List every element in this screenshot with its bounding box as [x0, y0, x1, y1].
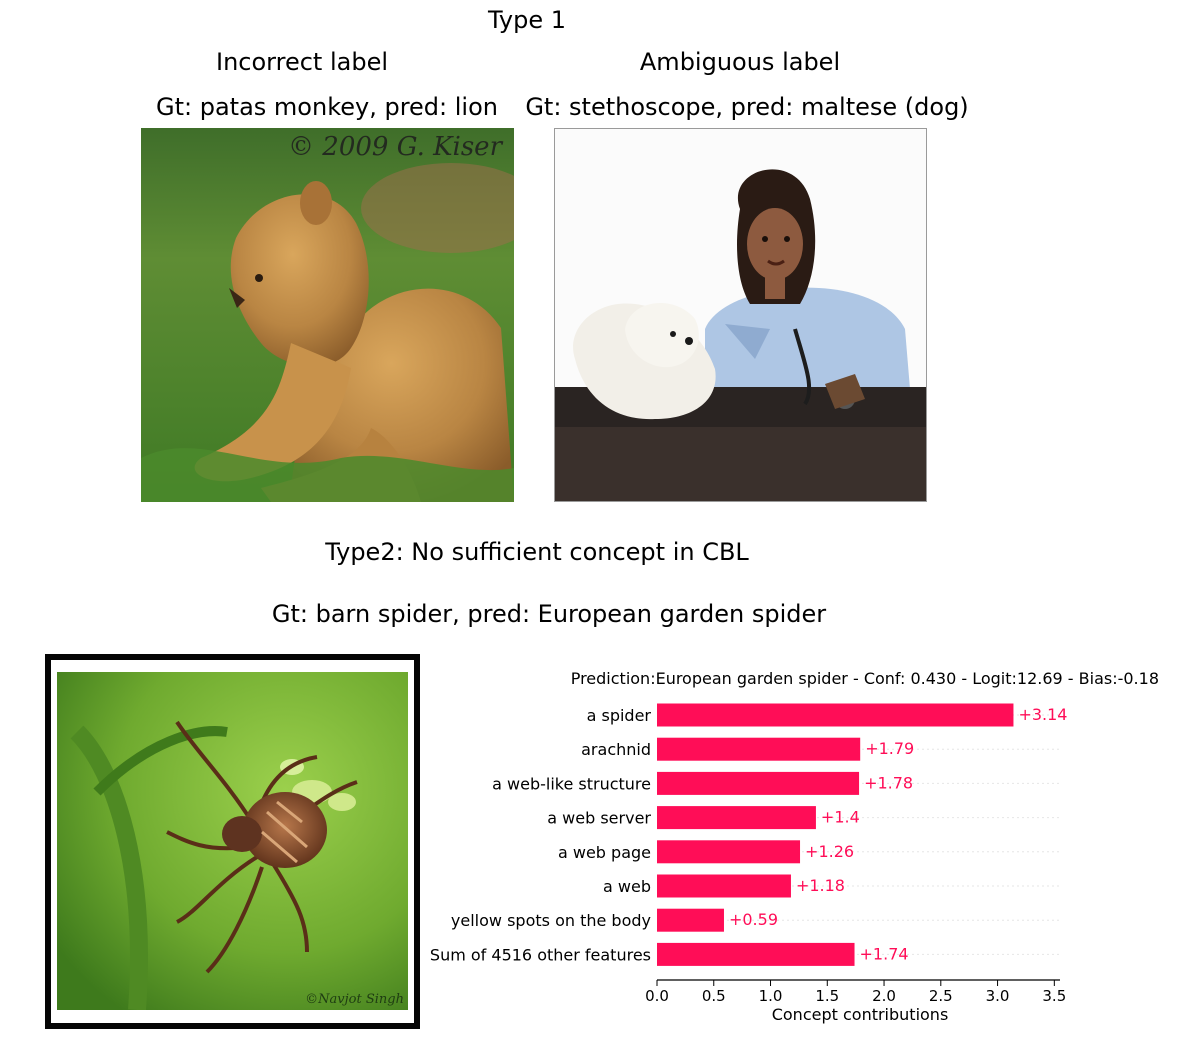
bar-sum-of-4516-other-features: [657, 942, 855, 966]
incorrect-label-caption: Gt: patas monkey, pred: lion: [156, 93, 498, 121]
x-tick-label: 1.0: [759, 987, 783, 1005]
x-tick-label: 1.5: [815, 987, 839, 1005]
value-label: +1.74: [860, 944, 909, 963]
chart-title: Prediction:European garden spider - Conf…: [571, 669, 1159, 688]
bar-arachnid: [657, 737, 861, 761]
bar-a-web: [657, 874, 791, 898]
veterinarian-photo: [554, 128, 927, 502]
type2-heading: Type2: No sufficient concept in CBL: [325, 538, 749, 566]
category-label: a web-like structure: [492, 774, 651, 793]
category-label: Sum of 4516 other features: [430, 945, 651, 964]
bar-a-web-server: [657, 806, 816, 830]
category-label: a web page: [558, 843, 651, 862]
concept-contribution-chart: Prediction:European garden spider - Conf…: [430, 669, 1159, 1024]
bar-yellow-spots-on-the-body: [657, 908, 724, 932]
spider-photo-watermark: ©Navjot Singh: [305, 992, 404, 1007]
value-label: +1.79: [865, 739, 914, 758]
category-label: a web: [603, 877, 651, 896]
ambiguous-label-title: Ambiguous label: [639, 48, 841, 76]
ambiguous-label-caption: Gt: stethoscope, pred: maltese (dog): [525, 93, 969, 121]
x-axis-label: Concept contributions: [772, 1005, 949, 1024]
x-tick-label: 3.0: [986, 987, 1010, 1005]
spider-photo: ©Navjot Singh: [45, 654, 420, 1029]
type2-caption: Gt: barn spider, pred: European garden s…: [271, 600, 827, 628]
value-label: +1.4: [821, 808, 860, 827]
category-label: a web server: [547, 809, 651, 828]
incorrect-label-title: Incorrect label: [216, 48, 388, 76]
value-label: +1.78: [864, 773, 913, 792]
x-tick-label: 0.5: [702, 987, 726, 1005]
category-label: yellow spots on the body: [451, 911, 651, 930]
lion-photo-watermark: © 2009 G. Kiser: [288, 132, 502, 162]
value-label: +0.59: [729, 910, 778, 929]
value-label: +3.14: [1018, 705, 1067, 724]
x-tick-label: 0.0: [645, 987, 669, 1005]
lion-photo: © 2009 G. Kiser: [141, 128, 514, 502]
category-label: a spider: [587, 706, 652, 725]
x-tick-label: 2.0: [872, 987, 896, 1005]
x-tick-label: 3.5: [1042, 987, 1066, 1005]
type1-heading: Type 1: [487, 6, 567, 34]
bar-a-web-like-structure: [657, 771, 860, 795]
category-label: arachnid: [581, 740, 651, 759]
bar-a-spider: [657, 703, 1014, 727]
value-label: +1.26: [805, 842, 854, 861]
bar-a-web-page: [657, 840, 801, 864]
value-label: +1.18: [796, 876, 845, 895]
x-tick-label: 2.5: [929, 987, 953, 1005]
